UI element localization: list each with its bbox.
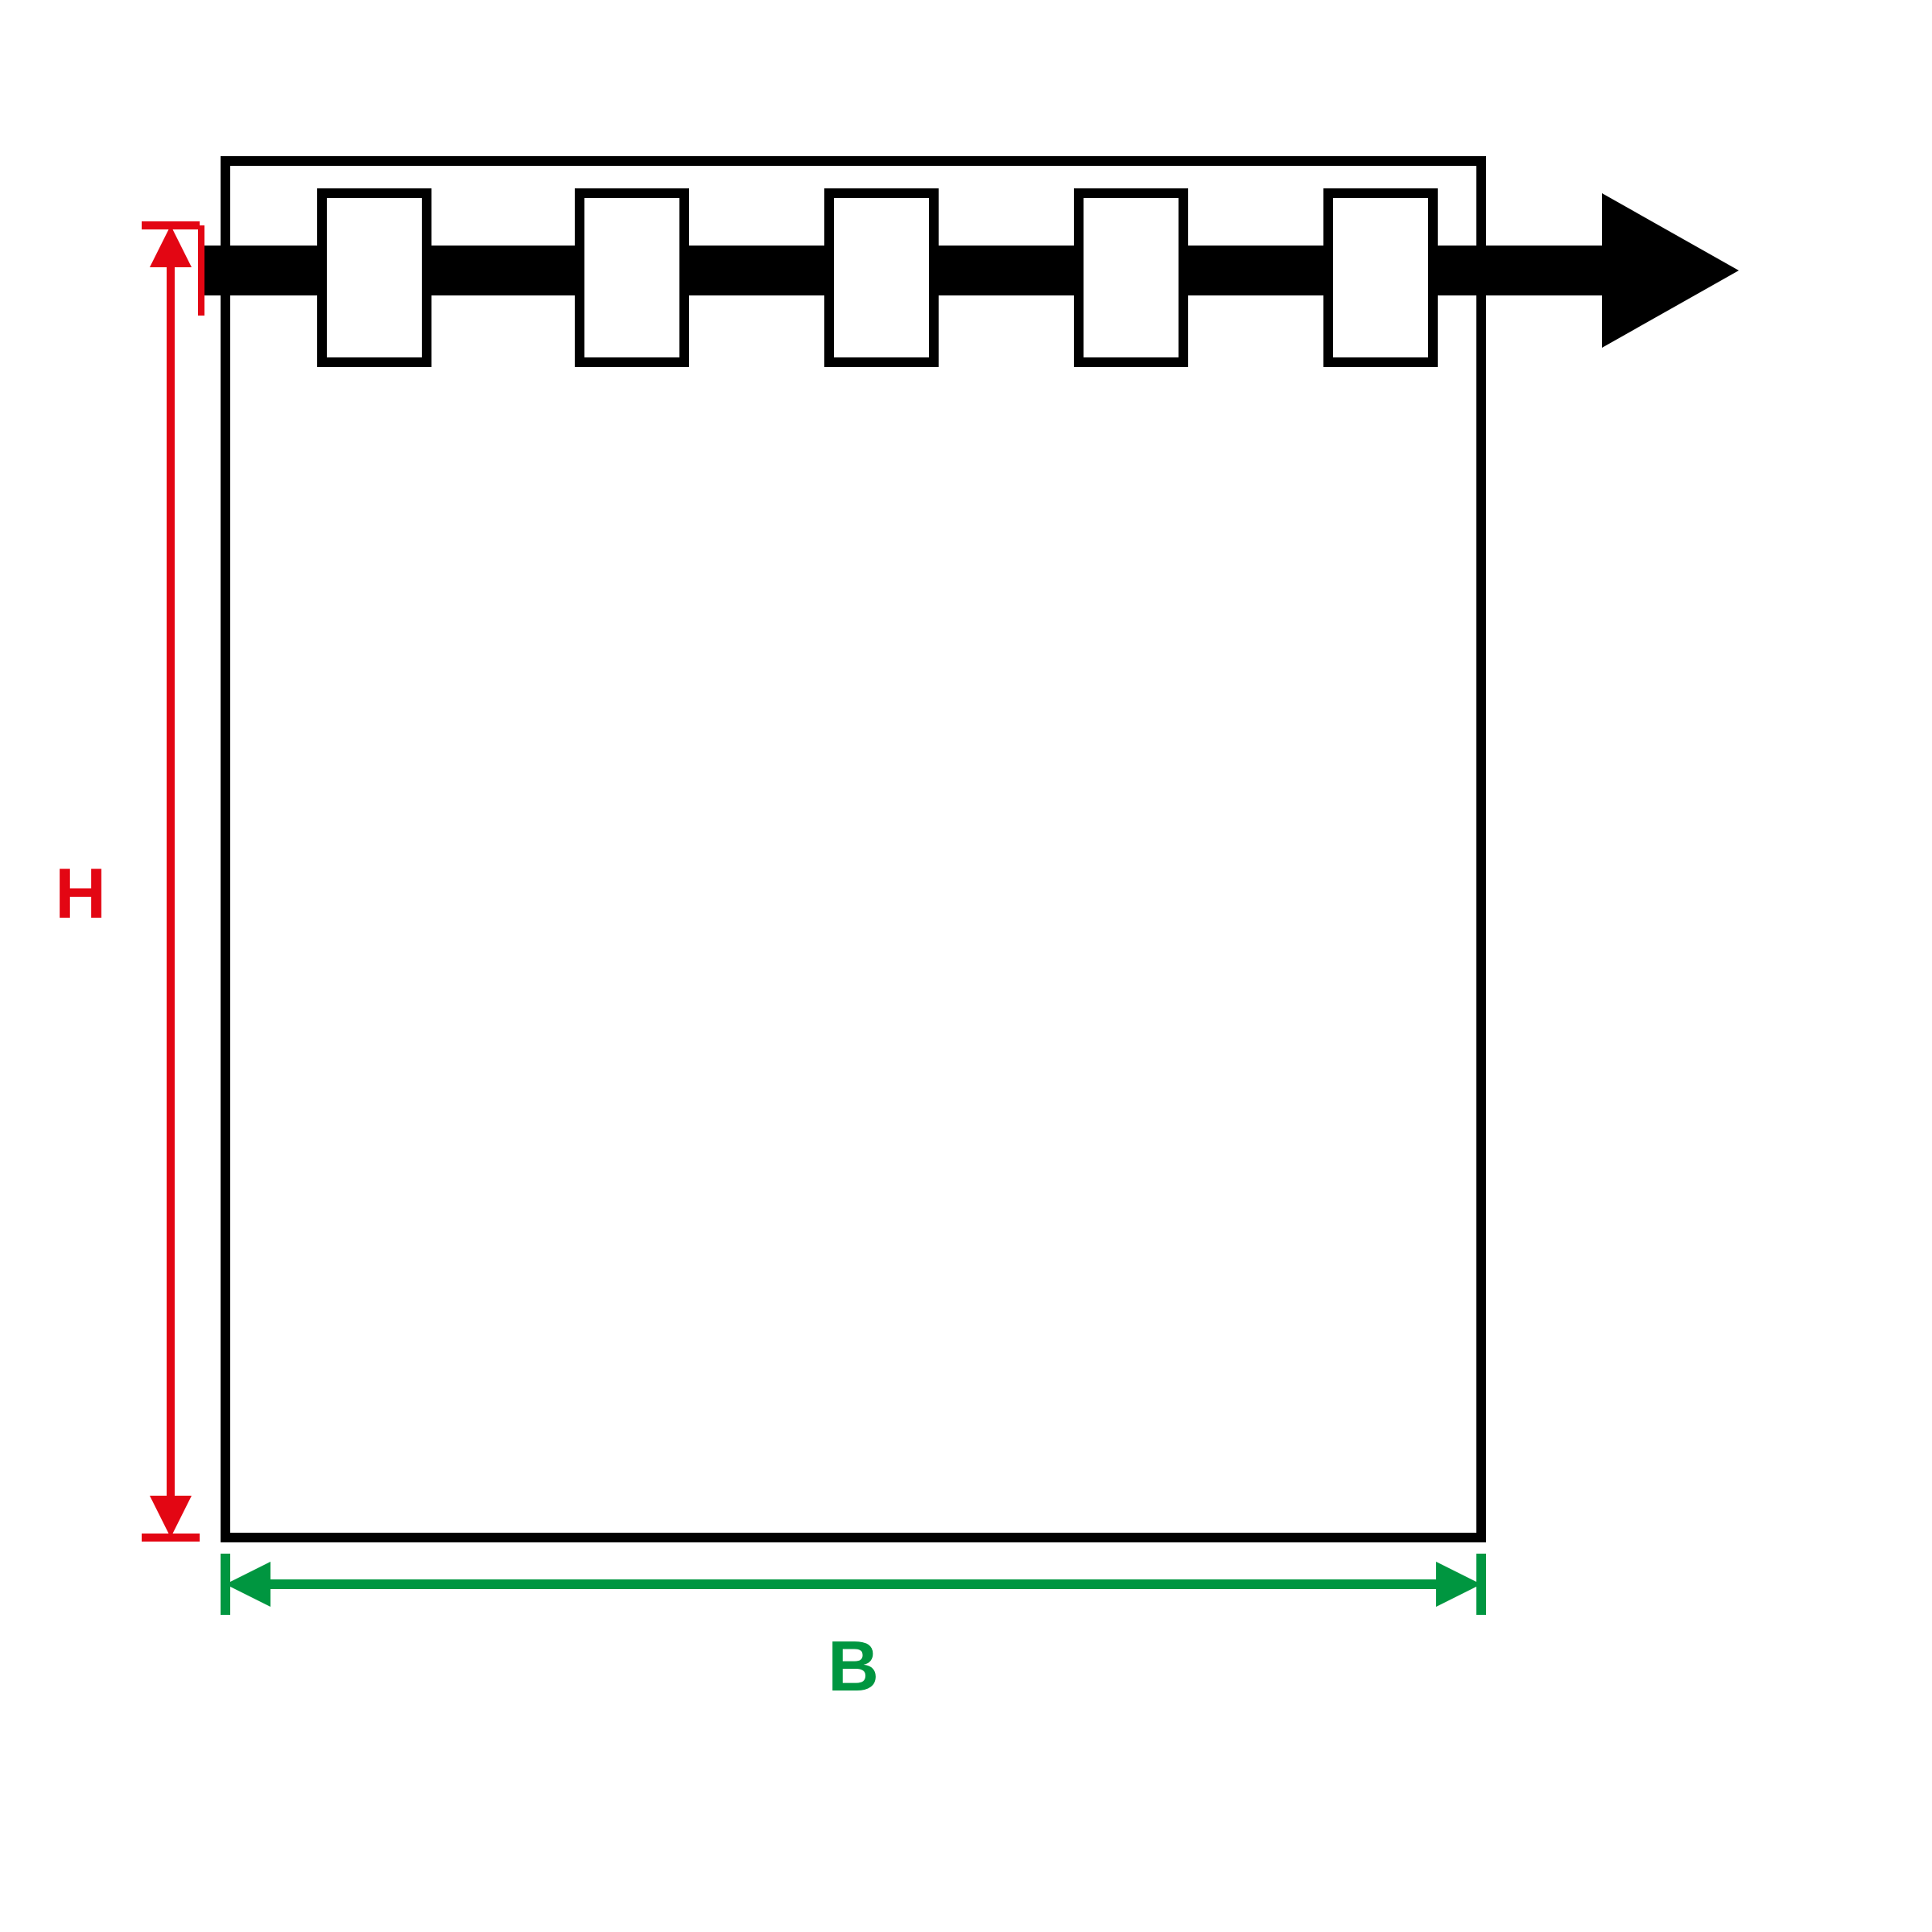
dimension-h-label: H bbox=[55, 853, 106, 933]
dimension-h: H bbox=[55, 225, 200, 1538]
dimension-b: B bbox=[225, 1554, 1481, 1706]
arrow-right-icon bbox=[1436, 1562, 1481, 1607]
arrow-right-icon bbox=[1602, 193, 1739, 348]
arrow-left-icon bbox=[225, 1562, 270, 1607]
curtain-dimension-diagram: H B bbox=[0, 0, 1932, 1932]
curtain-tab-4 bbox=[1079, 193, 1183, 362]
curtain-tab-3 bbox=[829, 193, 934, 362]
arrow-up-icon bbox=[150, 225, 192, 267]
arrow-down-icon bbox=[150, 1496, 192, 1538]
curtain-tab-2 bbox=[580, 193, 684, 362]
curtain-panel bbox=[225, 161, 1481, 1538]
curtain-tab-1 bbox=[322, 193, 427, 362]
curtain-tab-5 bbox=[1328, 193, 1433, 362]
dimension-b-label: B bbox=[828, 1626, 879, 1706]
